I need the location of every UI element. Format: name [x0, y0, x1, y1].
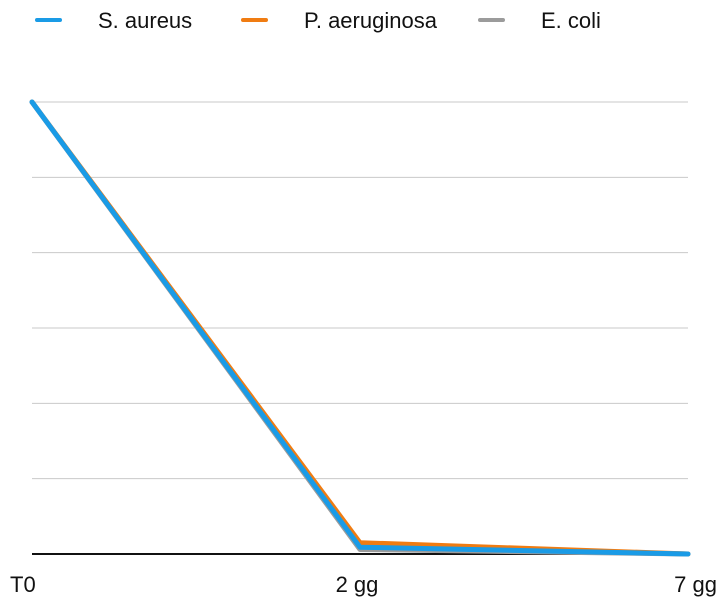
x-tick-label: T0: [10, 572, 36, 597]
series-layer: [29, 99, 691, 557]
legend-item: E. coli: [478, 8, 601, 33]
legend-item: S. aureus: [35, 8, 192, 33]
legend-label: E. coli: [541, 8, 601, 33]
legend-label: P. aeruginosa: [304, 8, 438, 33]
gridlines: [32, 101, 688, 480]
legend: S. aureus P. aeruginosa E. coli: [35, 8, 601, 33]
x-tick-labels: T0 2 gg 7 gg: [10, 572, 717, 597]
x-tick-label: 2 gg: [336, 572, 379, 597]
x-tick-label: 7 gg: [674, 572, 717, 597]
legend-item: P. aeruginosa: [241, 8, 438, 33]
legend-label: S. aureus: [98, 8, 192, 33]
